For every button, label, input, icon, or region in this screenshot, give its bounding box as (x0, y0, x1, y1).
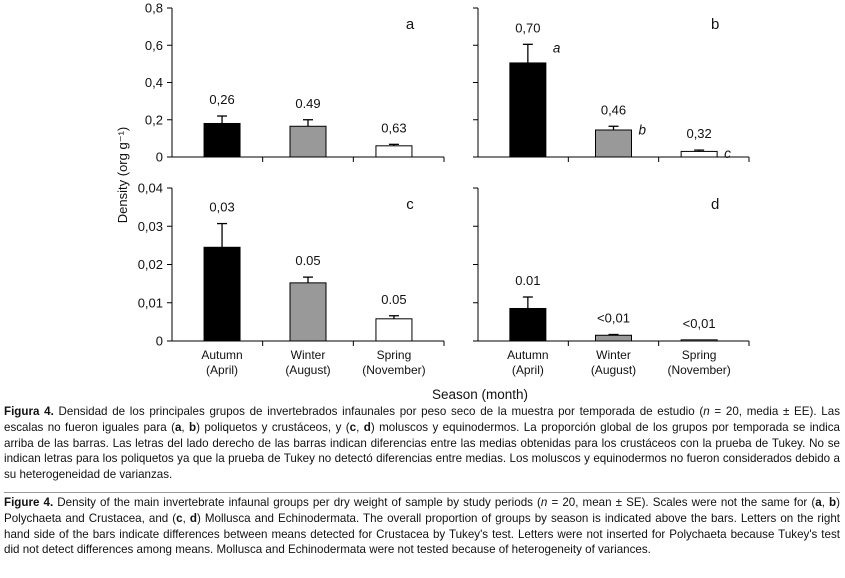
data-label-a-0: 0,26 (209, 92, 234, 107)
data-label-d-0: 0.01 (515, 273, 540, 288)
y-tick-label-c-3: 0,03 (138, 219, 163, 234)
caption-english: Figure 4. Density of the main invertebra… (4, 496, 840, 557)
data-label-b-0: 0,70 (515, 20, 540, 35)
tukey-letter-b-0: a (553, 40, 561, 55)
panel-label-c: c (406, 196, 414, 213)
bar-a-0 (203, 122, 241, 158)
caption-label: Figura 4. (4, 405, 54, 418)
figure-chart: Density (org g⁻¹) Season (month) 0 0,2 0,4… (115, 1, 750, 402)
y-axis-title: Density (org g⁻¹) (115, 127, 130, 223)
data-label-d-1: <0,01 (597, 310, 630, 325)
category-month-2-2: (November) (362, 363, 425, 377)
category-label-3-0: Autumn (507, 348, 548, 362)
category-month-2-0: (April) (206, 363, 238, 377)
x-axis-title: Season (month) (432, 387, 528, 402)
category-label-2-0: Autumn (201, 348, 242, 362)
panel-label-d: d (711, 196, 719, 213)
y-tick-label-c-1: 0,01 (138, 295, 163, 310)
bar-d-2 (680, 339, 718, 342)
bar-c-0 (203, 246, 241, 342)
y-tick-label-a-3: 0,6 (145, 38, 163, 53)
data-label-c-1: 0.05 (295, 253, 320, 268)
y-tick-label-a-1: 0,2 (145, 112, 163, 127)
caption-divider (4, 492, 840, 493)
panel-label-b: b (711, 16, 719, 33)
data-label-c-2: 0.05 (381, 292, 406, 307)
category-month-2-1: (August) (285, 363, 330, 377)
tukey-letter-b-2: c (724, 146, 731, 161)
bar-c-1 (289, 282, 327, 342)
caption-label: Figure 4. (4, 496, 54, 509)
bar-a-1 (289, 125, 327, 158)
data-label-c-0: 0,03 (209, 200, 234, 215)
data-label-a-2: 0,63 (381, 120, 406, 135)
category-label-2-1: Winter (291, 348, 326, 362)
bar-a-2 (375, 145, 413, 158)
data-label-a-1: 0.49 (295, 96, 320, 111)
y-tick-label-c-2: 0,02 (138, 257, 163, 272)
bar-b-2 (680, 150, 718, 158)
bar-d-0 (509, 307, 547, 342)
category-month-3-2: (November) (667, 363, 730, 377)
y-tick-label-a-4: 0,8 (145, 1, 163, 16)
y-tick-label-a-2: 0,4 (145, 75, 163, 90)
y-tick-label-c-4: 0,04 (138, 181, 163, 196)
data-label-b-2: 0,32 (686, 126, 711, 141)
data-label-d-2: <0,01 (683, 316, 716, 331)
category-label-2-2: Spring (377, 348, 412, 362)
bar-b-1 (595, 129, 632, 158)
y-tick-label-a-0: 0 (156, 150, 163, 165)
panel-label-a: a (406, 16, 415, 33)
y-tick-label-c-0: 0 (156, 334, 163, 349)
category-label-3-2: Spring (682, 348, 717, 362)
category-month-3-1: (August) (591, 363, 636, 377)
bar-c-2 (375, 318, 413, 342)
data-label-b-1: 0,46 (601, 102, 626, 117)
bar-d-1 (595, 334, 632, 342)
category-month-3-0: (April) (512, 363, 544, 377)
bar-b-0 (509, 62, 547, 158)
caption-spanish: Figura 4. Densidad de los principales gr… (4, 405, 840, 482)
category-label-3-1: Winter (596, 348, 631, 362)
tukey-letter-b-1: b (639, 122, 647, 137)
